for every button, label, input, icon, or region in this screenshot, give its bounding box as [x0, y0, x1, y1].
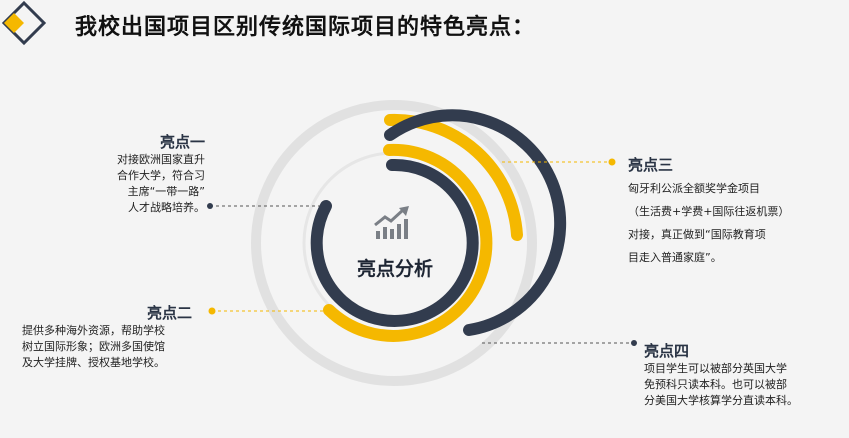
point-4-line: 分美国大学核算学分直读本科。 [644, 394, 798, 407]
point-3-title: 亮点三 [628, 156, 674, 174]
point-1-line: 主席“一带一路” [127, 185, 205, 198]
point-2-line: 树立国际形象；欧洲多国使馆 [22, 340, 165, 353]
point-1-line: 人才战略培养。 [128, 201, 205, 214]
point-3-line: 匈牙利公派全额奖学金项目 [628, 182, 760, 195]
point-2-line: 及大学挂牌、授权基地学校。 [22, 356, 165, 369]
title-diamond-icon [1, 0, 47, 46]
point-4-line: 免预科只读本科。也可以被部 [644, 378, 787, 391]
page-title: 我校出国项目区别传统国际项目的特色亮点： [75, 15, 536, 40]
point-2-body: 提供多种海外资源，帮助学校 树立国际形象；欧洲多国使馆 及大学挂牌、授权基地学校… [22, 323, 222, 371]
point-4-body: 项目学生可以被部分英国大学 免预科只读本科。也可以被部 分美国大学核算学分直读本… [644, 361, 844, 409]
point-1-title: 亮点一 [159, 133, 205, 151]
point-4-line: 项目学生可以被部分英国大学 [644, 362, 787, 375]
point-3: 亮点三 匈牙利公派全额奖学金项目 （生活费+学费+国际往返机票） 对接，真正做到… [628, 154, 843, 269]
outer-track-ring [251, 100, 537, 386]
point-2-title: 亮点二 [146, 304, 192, 322]
arc-2 [384, 109, 567, 336]
point-4: 亮点四 项目学生可以被部分英国大学 免预科只读本科。也可以被部 分美国大学核算学… [644, 340, 844, 409]
point-1-body: 对接欧洲国家直升 合作大学，符合习 主席“一带一路” 人才战略培养。 [60, 152, 205, 216]
chart-growth-icon [374, 206, 409, 239]
point-1-line: 合作大学，符合习 [117, 169, 205, 182]
arc-4 [310, 158, 479, 327]
point-4-title: 亮点四 [644, 342, 690, 360]
center-label: 亮点分析 [356, 258, 433, 280]
arc-3 [323, 143, 493, 342]
point-2-line: 提供多种海外资源，帮助学校 [22, 324, 165, 337]
point-3-body: 匈牙利公派全额奖学金项目 （生活费+学费+国际往返机票） 对接，真正做到“国际教… [628, 177, 843, 269]
point-1: 亮点一 对接欧洲国家直升 合作大学，符合习 主席“一带一路” 人才战略培养。 [60, 131, 205, 216]
point-3-line: 对接，真正做到“国际教育项 [628, 228, 766, 241]
point-2: 亮点二 提供多种海外资源，帮助学校 树立国际形象；欧洲多国使馆 及大学挂牌、授权… [22, 302, 222, 371]
point-3-line: （生活费+学费+国际往返机票） [628, 205, 790, 218]
point-3-line: 目走入普通家庭”。 [628, 251, 722, 264]
point-1-line: 对接欧洲国家直升 [117, 153, 205, 166]
